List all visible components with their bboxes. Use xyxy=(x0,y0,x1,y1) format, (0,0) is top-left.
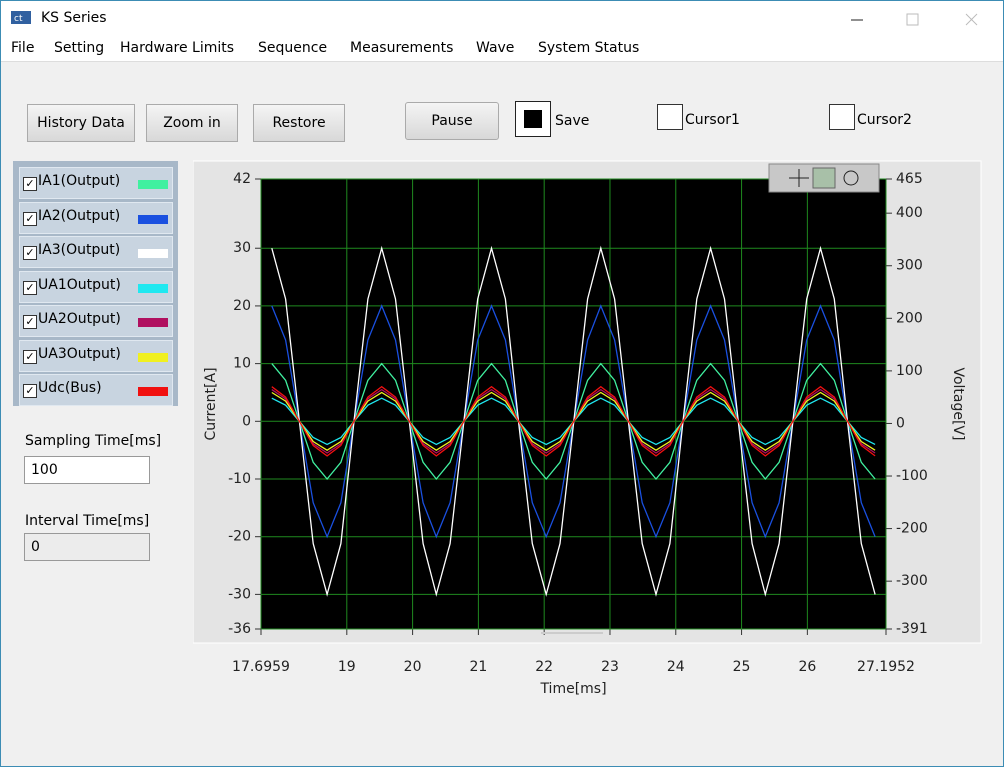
button[interactable]: Pause xyxy=(405,102,499,140)
text-field: 0 xyxy=(24,533,150,561)
window-title: KS Series xyxy=(41,10,107,26)
legend-checkbox[interactable]: ✓ xyxy=(23,246,37,260)
button[interactable]: Restore xyxy=(253,104,345,142)
y2-tick-label: 100 xyxy=(896,363,923,379)
legend-checkbox[interactable]: ✓ xyxy=(23,280,37,295)
legend-item[interactable]: ✓ Udc(Bus) xyxy=(19,374,173,406)
chart: 17.6959 19 20 21 22 23 24 25 26 27.1952423020100-… xyxy=(193,160,982,697)
y2-tick-label: 0 xyxy=(896,415,905,431)
legend-label: UA3Output) xyxy=(38,345,121,362)
pan-tool[interactable] xyxy=(843,170,859,186)
y2-tick-label: 200 xyxy=(896,310,923,326)
legend-label: IA1(Output) xyxy=(38,173,121,189)
text-field[interactable]: 100 xyxy=(24,456,150,484)
checkbox-label: Cursor2 xyxy=(857,112,912,128)
legend-item[interactable]: ✓ IA2(Output) xyxy=(19,201,173,234)
legend-checkbox[interactable]: ✓ xyxy=(23,211,37,226)
y-tick-label: 42 xyxy=(233,171,251,187)
check-mark xyxy=(524,110,542,128)
checkbox-box[interactable] xyxy=(829,104,855,130)
checkbox-label: Cursor1 xyxy=(685,112,740,128)
legend-swatch xyxy=(138,180,168,189)
x-tick-label: 17.6959 xyxy=(232,659,290,675)
y-tick-label: -36 xyxy=(228,621,251,637)
y2-tick-label: -391 xyxy=(896,621,928,637)
legend-item[interactable]: ✓ UA1Output) xyxy=(19,270,173,303)
legend-checkbox[interactable]: ✓ xyxy=(23,384,37,398)
y-tick-label: 30 xyxy=(233,240,251,256)
field-label: Interval Time[ms] xyxy=(25,513,150,529)
menu-item[interactable]: Sequence xyxy=(258,40,328,56)
legend-swatch xyxy=(138,387,168,396)
button[interactable]: Zoom in xyxy=(146,104,238,142)
legend-item[interactable]: ✓ IA1(Output) xyxy=(19,167,173,199)
legend-swatch xyxy=(138,352,168,362)
y-tick-label: -20 xyxy=(228,529,251,545)
y-tick-label: -30 xyxy=(228,586,251,602)
zoom-tool[interactable] xyxy=(812,167,836,189)
legend-checkbox[interactable]: ✓ xyxy=(23,349,37,364)
legend-swatch xyxy=(138,318,168,327)
x-tick-label: 19 xyxy=(338,659,356,675)
legend-swatch xyxy=(138,249,168,258)
checkbox-box[interactable] xyxy=(657,104,683,130)
y2-tick-label: -300 xyxy=(896,573,928,589)
menu-item[interactable]: Hardware Limits xyxy=(120,40,235,56)
x-tick-label: 25 xyxy=(733,659,751,675)
field-label: Sampling Time[ms] xyxy=(25,433,162,449)
x-tick-label: 27.1952 xyxy=(857,659,915,675)
y-tick-label: -10 xyxy=(228,471,251,487)
legend-item[interactable]: ✓ UA2Output) xyxy=(19,305,173,337)
y-tick-label: 20 xyxy=(233,298,251,314)
legend-label: IA2(Output) xyxy=(38,207,121,224)
y-tick-label: 10 xyxy=(233,356,251,372)
plot-area xyxy=(261,179,886,629)
menu-item[interactable]: Wave xyxy=(476,40,515,56)
legend-label: UA1Output) xyxy=(38,276,121,293)
y2-tick-label: 465 xyxy=(896,171,923,187)
legend-label: UA2Output) xyxy=(38,311,121,327)
x-tick-label: 24 xyxy=(667,659,685,675)
menu-bar: File Setting Hardware Limits Sequence Measur… xyxy=(1,37,1003,62)
x-tick-label: 21 xyxy=(469,659,487,675)
menu-item[interactable]: Setting xyxy=(54,40,105,56)
y2-tick-label: -200 xyxy=(896,521,928,537)
checkbox-label: Save xyxy=(555,113,590,129)
y2-tick-label: 300 xyxy=(896,258,923,274)
legend-label: Udc(Bus) xyxy=(38,380,102,396)
legend-item[interactable]: ✓ IA3(Output) xyxy=(19,236,173,268)
window-controls[interactable] xyxy=(841,1,981,37)
x-tick-label: 22 xyxy=(535,659,553,675)
x-tick-label: 23 xyxy=(601,659,619,675)
app-icon: ct xyxy=(11,11,31,24)
menu-item[interactable]: Measurements xyxy=(350,40,454,56)
legend-checkbox[interactable]: ✓ xyxy=(23,177,37,191)
menu-item[interactable]: File xyxy=(11,40,35,56)
series-line xyxy=(271,385,876,457)
legend-swatch xyxy=(138,214,168,224)
legend-label: IA3(Output) xyxy=(38,242,121,258)
legend-panel: ✓ IA1(Output) ✓ IA2(Output) ✓ IA3(Output) ✓ UA1… xyxy=(13,161,178,406)
title-bar: ct KS Series xyxy=(1,1,1003,37)
y2-axis-label: Voltage[V] xyxy=(950,367,966,440)
y-axis-label: Current[A] xyxy=(203,367,219,440)
legend-swatch xyxy=(138,283,168,293)
menu-item[interactable]: System Status xyxy=(538,40,640,56)
y-tick-label: 0 xyxy=(242,413,251,429)
x-axis-label: Time[ms] xyxy=(539,681,606,697)
y2-tick-label: -100 xyxy=(896,468,928,484)
y2-tick-label: 400 xyxy=(896,205,923,221)
checkbox-box[interactable] xyxy=(515,101,551,137)
legend-checkbox[interactable]: ✓ xyxy=(23,315,37,329)
svg-text:ct: ct xyxy=(14,14,23,24)
legend-item[interactable]: ✓ UA3Output) xyxy=(19,339,173,372)
button[interactable]: History Data xyxy=(27,104,135,142)
x-tick-label: 26 xyxy=(798,659,816,675)
x-tick-label: 20 xyxy=(404,659,422,675)
